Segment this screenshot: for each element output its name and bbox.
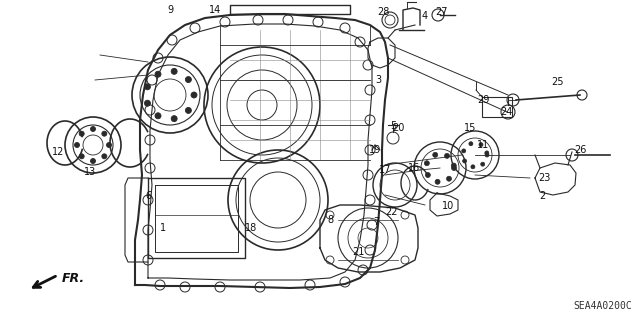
Circle shape [186,108,191,114]
Text: 21: 21 [352,247,364,257]
Circle shape [102,131,107,136]
Text: 27: 27 [436,7,448,17]
Circle shape [469,142,473,146]
Circle shape [171,115,177,122]
Text: 5: 5 [390,121,396,131]
Circle shape [145,84,150,90]
Circle shape [106,143,111,147]
Text: 11: 11 [477,140,489,150]
Text: 18: 18 [245,223,257,233]
Circle shape [90,127,95,131]
Text: 3: 3 [375,75,381,85]
Circle shape [145,100,150,106]
Circle shape [485,153,489,157]
Circle shape [155,71,161,77]
Text: 9: 9 [167,5,173,15]
Circle shape [155,113,161,119]
Circle shape [481,162,484,166]
Circle shape [186,77,191,83]
Circle shape [451,163,456,168]
Text: 26: 26 [574,145,586,155]
Text: 1: 1 [160,223,166,233]
Text: 15: 15 [464,123,476,133]
Circle shape [485,151,489,155]
Text: 12: 12 [52,147,64,157]
Text: 25: 25 [552,77,564,87]
Circle shape [435,179,440,184]
Circle shape [471,165,475,169]
Circle shape [79,131,84,136]
Text: 19: 19 [369,145,381,155]
Text: 24: 24 [500,107,512,117]
Circle shape [463,159,467,163]
Text: 2: 2 [539,191,545,201]
Circle shape [171,68,177,74]
Circle shape [479,143,483,147]
Circle shape [447,176,451,181]
Text: 7: 7 [373,217,379,227]
Circle shape [191,92,197,98]
Text: 16: 16 [408,163,420,173]
Text: 22: 22 [386,207,398,217]
Text: 28: 28 [377,7,389,17]
Circle shape [74,143,79,147]
Text: 4: 4 [422,11,428,21]
Circle shape [426,173,430,177]
Text: 29: 29 [477,95,489,105]
Text: 14: 14 [209,5,221,15]
Text: FR.: FR. [62,271,85,285]
Text: SEA4A0200C: SEA4A0200C [573,301,632,311]
Circle shape [433,152,438,157]
Text: 23: 23 [538,173,550,183]
Text: 20: 20 [392,123,404,133]
Circle shape [451,166,456,170]
Text: 17: 17 [379,165,391,175]
Bar [482,97,512,117]
Text: 10: 10 [442,201,454,211]
Circle shape [90,159,95,164]
Circle shape [461,149,466,153]
Circle shape [445,153,449,158]
Text: 13: 13 [84,167,96,177]
Text: 6: 6 [145,191,151,201]
Circle shape [102,154,107,159]
Circle shape [79,154,84,159]
Text: 8: 8 [327,215,333,225]
Circle shape [424,161,429,166]
